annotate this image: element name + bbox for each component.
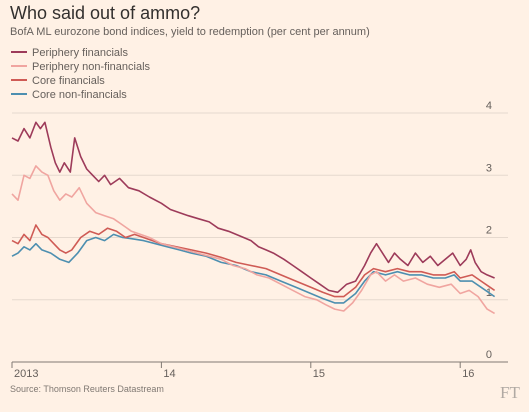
legend: Periphery financials Periphery non-financ… [11,47,151,101]
y-tick-label-0: 0 [486,349,492,361]
legend-label-2: Core financials [32,75,105,87]
series-line-0 [11,121,495,294]
legend-label-3: Core non-financials [32,89,127,101]
ft-logo: FT [500,383,520,402]
y-tick-label-4: 4 [486,100,492,112]
series-lines [11,121,496,315]
chart-subtitle: BofA ML eurozone bond indices, yield to … [10,26,370,38]
legend-label-0: Periphery financials [32,47,128,59]
x-tick-label-0: 2013 [14,368,38,380]
x-axis-ticks: 2013 14 15 16 [11,362,474,380]
chart-title: Who said out of ammo? [10,3,200,23]
y-tick-label-3: 3 [486,162,492,174]
x-tick-label-3: 16 [462,368,474,380]
series-line-3 [11,233,496,304]
y-tick-label-2: 2 [486,225,492,237]
series-line-2 [11,224,496,298]
source-note: Source: Thomson Reuters Datastream [10,384,164,394]
x-tick-label-2: 15 [313,368,325,380]
series-line-1 [11,165,495,315]
gridlines [12,112,508,301]
legend-label-1: Periphery non-financials [32,61,151,73]
x-tick-label-1: 14 [163,368,175,380]
